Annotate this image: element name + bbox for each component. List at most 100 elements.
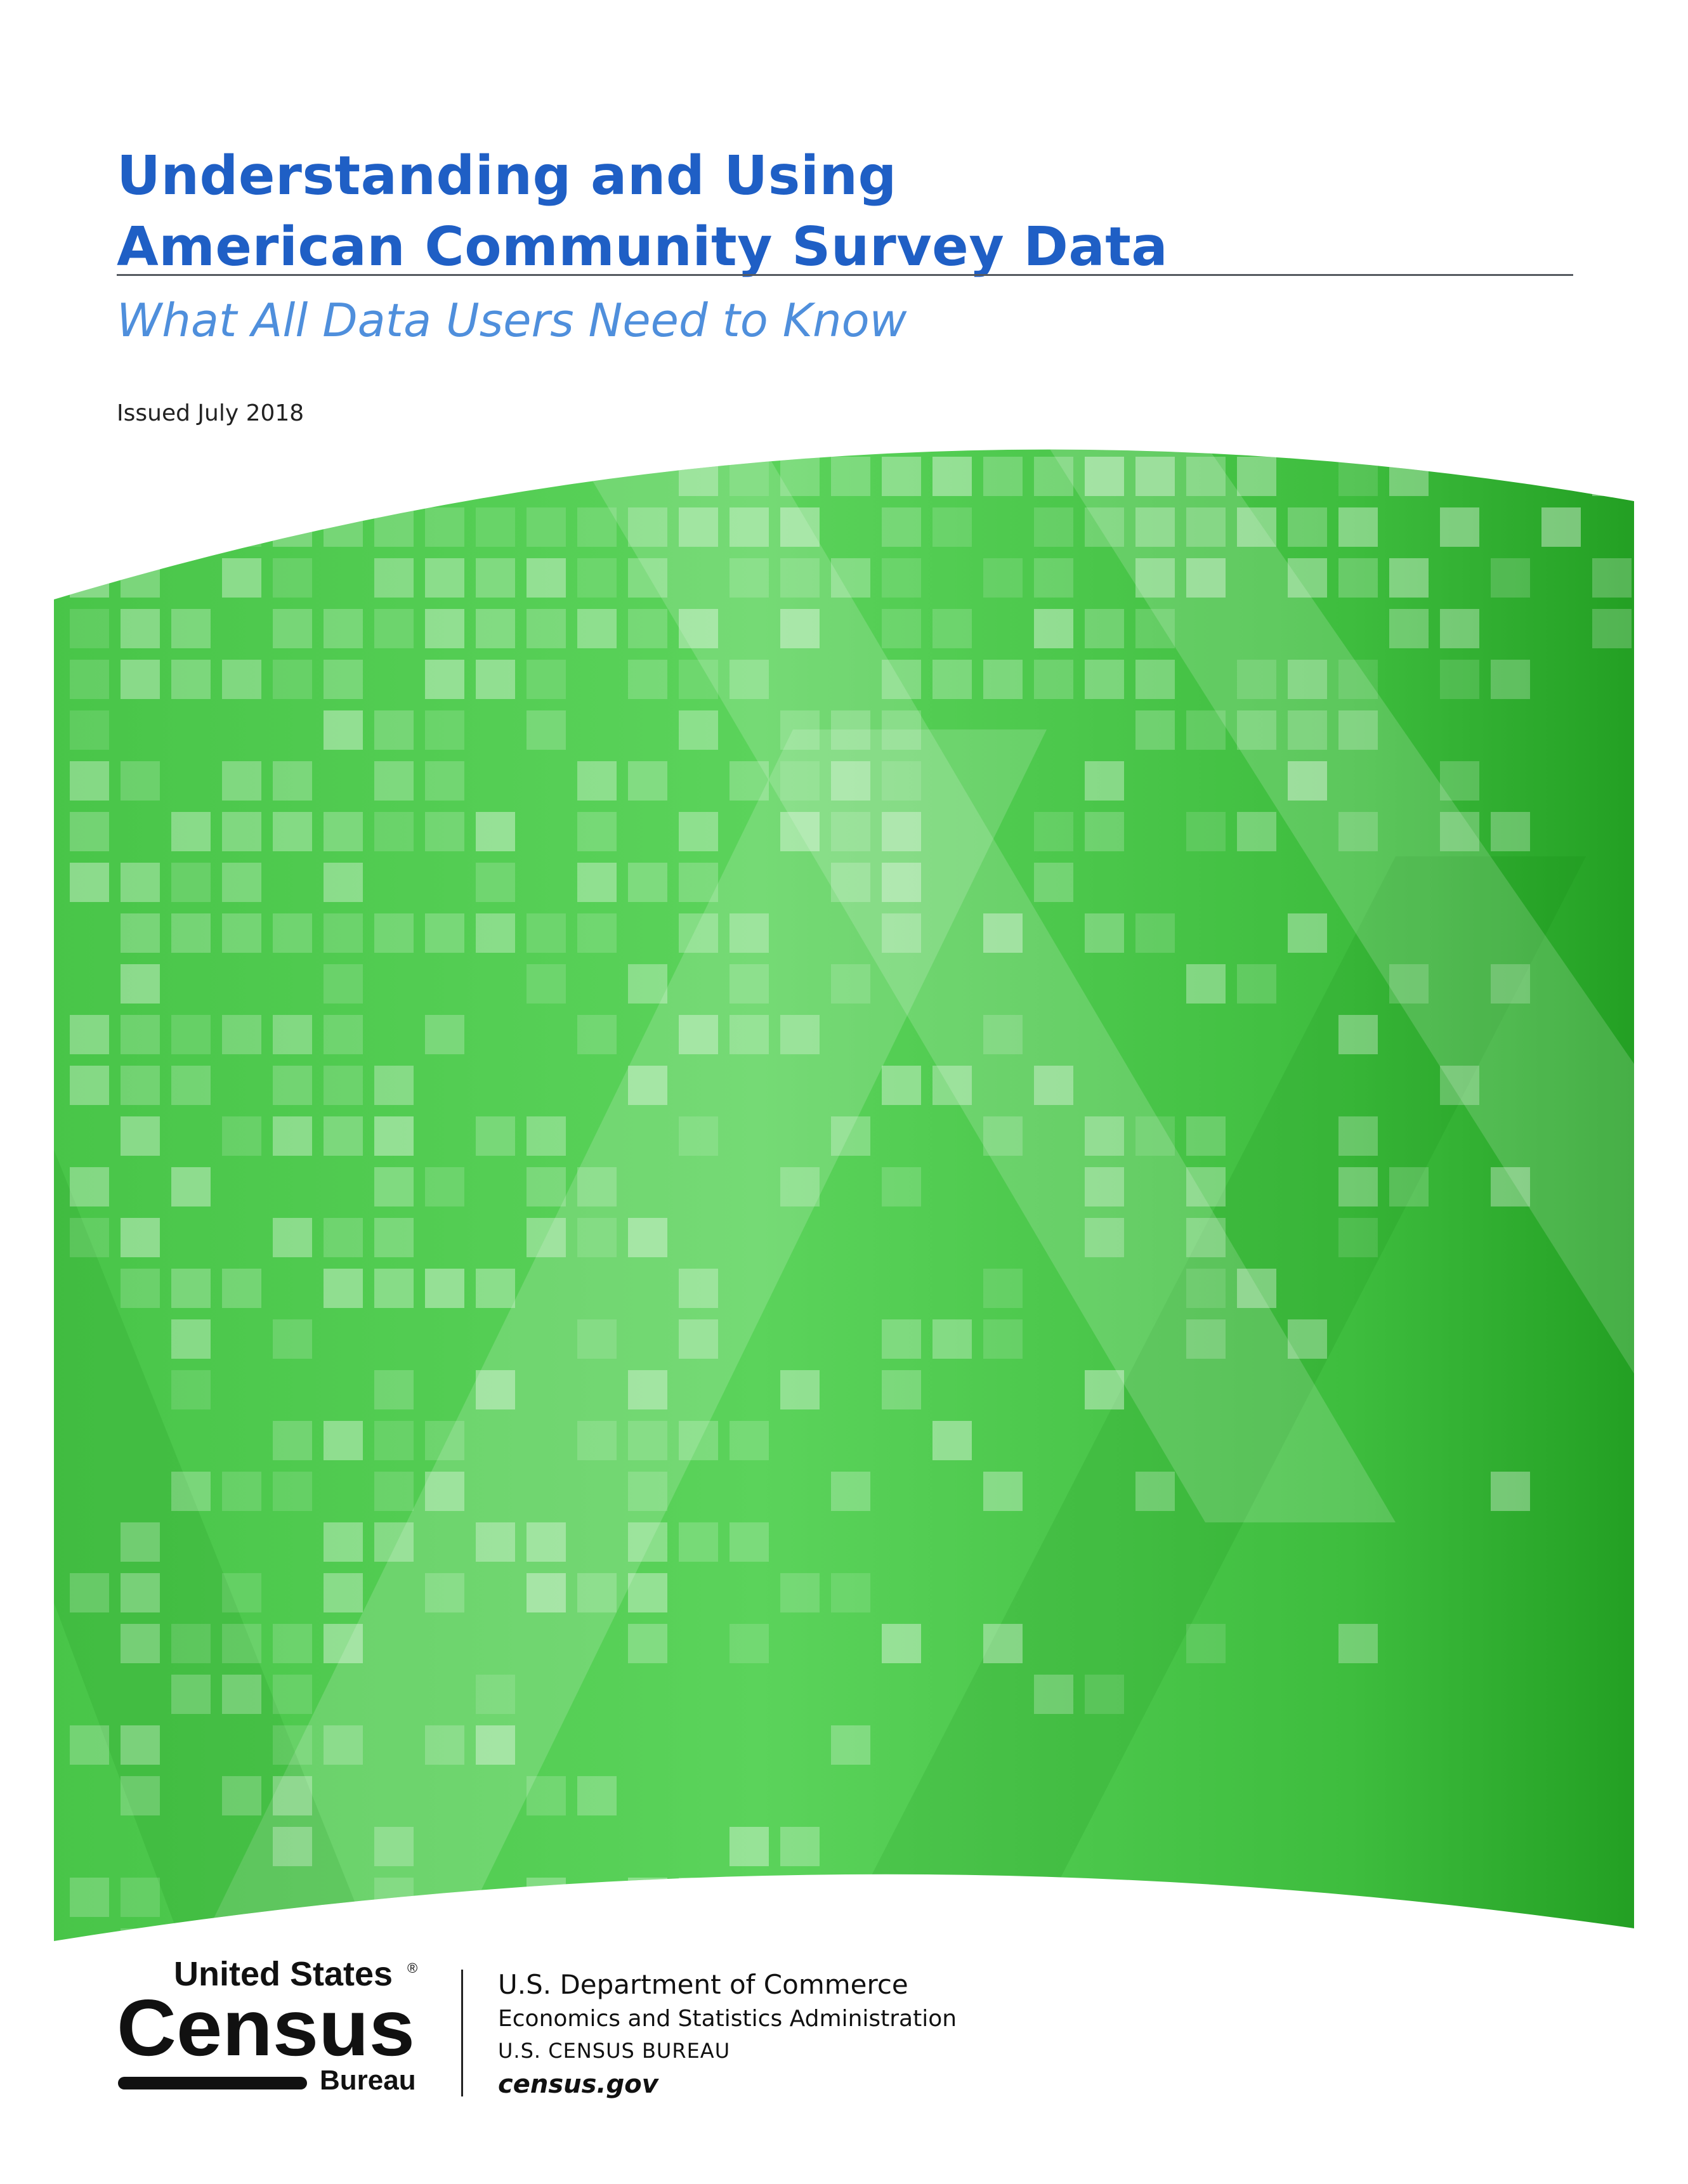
- mosaic-tile: [425, 1269, 464, 1308]
- mosaic-tile: [1643, 457, 1682, 496]
- mosaic-tile: [831, 1725, 870, 1765]
- mosaic-tile: [577, 609, 617, 648]
- mosaic-tile: [1643, 863, 1682, 902]
- mosaic-tile: [273, 507, 312, 547]
- mosaic-tile: [171, 609, 211, 648]
- light-beam: [190, 729, 1047, 1941]
- mosaic-tile: [374, 1167, 414, 1206]
- mosaic-tile: [983, 457, 1023, 496]
- mosaic-tile: [222, 1573, 261, 1612]
- mosaic-tile: [932, 1066, 972, 1105]
- mosaic-tile: [1085, 406, 1124, 445]
- mosaic-tile: [121, 507, 160, 547]
- agency-block: U.S. Department of Commerce Economics an…: [498, 1966, 957, 2102]
- mosaic-tile: [222, 913, 261, 953]
- mosaic-tile: [1085, 1675, 1124, 1714]
- mosaic-tile: [171, 457, 211, 496]
- mosaic-tile: [831, 406, 870, 445]
- mosaic-tile: [425, 406, 464, 445]
- mosaic-tile: [679, 609, 718, 648]
- mosaic-tile: [577, 1421, 617, 1460]
- mosaic-tile: [476, 406, 515, 445]
- mosaic-tile: [121, 660, 160, 699]
- mosaic-tile: [679, 457, 718, 496]
- mosaic-tile: [1034, 406, 1073, 445]
- mosaic-tile: [1541, 406, 1581, 445]
- mosaic-tile: [222, 863, 261, 902]
- mosaic-tile: [171, 1015, 211, 1054]
- mosaic-tile: [882, 609, 921, 648]
- mosaic-tile: [882, 1066, 921, 1105]
- mosaic-tile: [70, 1878, 109, 1917]
- mosaic-tile: [1034, 1675, 1073, 1714]
- mosaic-tile: [882, 406, 921, 445]
- mosaic-tile: [425, 609, 464, 648]
- mosaic-tile: [1592, 457, 1632, 496]
- mosaic-tile: [1034, 863, 1073, 902]
- footer-divider: [461, 1970, 463, 2096]
- mosaic-tile: [273, 457, 312, 496]
- mosaic-tile: [577, 558, 617, 598]
- mosaic-tile: [527, 609, 566, 648]
- mosaic-tile: [577, 1319, 617, 1359]
- mosaic-tile: [374, 457, 414, 496]
- mosaic-tile: [324, 1573, 363, 1612]
- mosaic-tile: [1034, 457, 1073, 496]
- mosaic-tile: [983, 1472, 1023, 1511]
- mosaic-tile: [1186, 1319, 1226, 1359]
- mosaic-tile: [983, 558, 1023, 598]
- mosaic-tile: [171, 812, 211, 851]
- mosaic-tile: [1491, 1472, 1530, 1511]
- mosaic-tile: [1135, 609, 1175, 648]
- mosaic-tile: [730, 457, 769, 496]
- mosaic-tile: [1186, 507, 1226, 547]
- mosaic-tile: [628, 609, 667, 648]
- mosaic-tile: [628, 1218, 667, 1257]
- mosaic-tile: [171, 1370, 211, 1409]
- website-link[interactable]: census.gov: [498, 2070, 658, 2099]
- mosaic-tile: [273, 558, 312, 598]
- mosaic-tile: [476, 863, 515, 902]
- mosaic-tile: [1389, 558, 1429, 598]
- mosaic-tile: [831, 863, 870, 902]
- mosaic-tile: [679, 812, 718, 851]
- mosaic-tile: [70, 1218, 109, 1257]
- mosaic-tile: [70, 558, 109, 598]
- mosaic-tile: [831, 1573, 870, 1612]
- mosaic-tile: [324, 1522, 363, 1562]
- mosaic-tile: [1338, 710, 1378, 750]
- mosaic-tile: [577, 1218, 617, 1257]
- mosaic-tile: [324, 1066, 363, 1105]
- mosaic-tile: [1592, 609, 1632, 648]
- mosaic-tile: [1338, 1624, 1378, 1663]
- mosaic-tile: [932, 457, 972, 496]
- mosaic-tile: [70, 1167, 109, 1206]
- mosaic-tile: [222, 1269, 261, 1308]
- mosaic-tile: [121, 913, 160, 953]
- mosaic-tile: [1034, 812, 1073, 851]
- mosaic-tile: [324, 507, 363, 547]
- mosaic-tile: [1186, 406, 1226, 445]
- mosaic-tile: [1491, 964, 1530, 1004]
- mosaic-tile: [1085, 609, 1124, 648]
- mosaic-tile: [679, 1269, 718, 1308]
- light-beam: [54, 1015, 381, 1941]
- mosaic-tile: [1440, 507, 1479, 547]
- mosaic-tile: [527, 1776, 566, 1815]
- mosaic-tile: [1288, 761, 1327, 801]
- mosaic-tile: [730, 1827, 769, 1866]
- mosaic-tile: [324, 812, 363, 851]
- mosaic-tile: [1491, 1167, 1530, 1206]
- mosaic-tile: [577, 1167, 617, 1206]
- mosaic-tile: [1440, 406, 1479, 445]
- mosaic-tile: [1186, 1624, 1226, 1663]
- mosaic-tile: [831, 710, 870, 750]
- mosaic-tile: [577, 761, 617, 801]
- mosaic-tile: [882, 558, 921, 598]
- mosaic-tile: [425, 507, 464, 547]
- mosaic-tile: [324, 660, 363, 699]
- mosaic-tile: [1085, 812, 1124, 851]
- mosaic-tile: [222, 558, 261, 598]
- mosaic-tile: [1338, 1116, 1378, 1156]
- mosaic-tile: [222, 761, 261, 801]
